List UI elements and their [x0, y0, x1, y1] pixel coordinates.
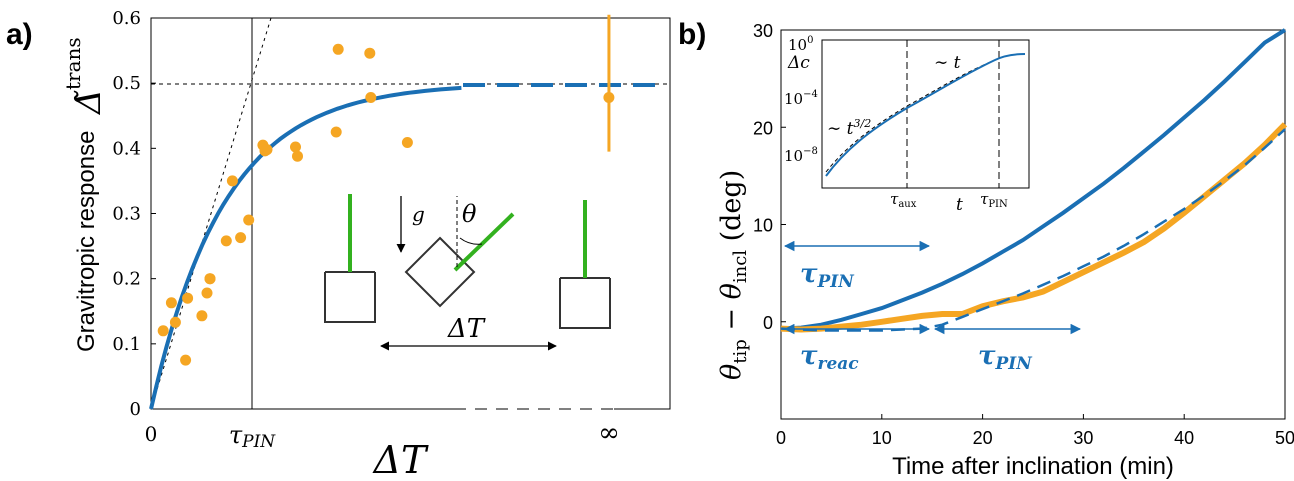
model-curve-dashed: [780, 128, 1286, 332]
data-point: [261, 144, 273, 156]
panel-b-xtick-label: 0: [776, 428, 786, 448]
data-point: [332, 43, 344, 55]
panel-b-y-ticks: 0 10 20 30: [753, 21, 786, 333]
panel-a-ylabel-symbol: Δ̃: [69, 89, 109, 116]
data-point: [243, 214, 255, 226]
gravity-label: g: [412, 202, 425, 226]
panel-a-ytick-label: 0.6: [112, 8, 141, 29]
data-point: [365, 92, 377, 103]
panel-b-ytick-label: 0: [763, 313, 773, 333]
panel-a-ylabel-group: Gravitropic response Δ̃ trans: [61, 37, 109, 352]
data-point: [196, 310, 208, 322]
panel-b-xtick-label: 40: [1174, 428, 1194, 448]
panel-a-xlabel: ΔT: [372, 438, 429, 481]
schematic-inset: θ g ΔT: [324, 194, 611, 351]
data-point: [330, 126, 342, 138]
panel-a-ylabel: Gravitropic response: [73, 131, 100, 352]
panel-b: b) 0 10 20 30 40 50 0 10 20 30 Time after inclin…: [678, 18, 1294, 480]
shoot-tilted: [453, 212, 515, 272]
inset-xtick-taupin: τPIN: [980, 190, 1008, 210]
inset-xtick-t: t: [956, 195, 963, 215]
pot-right: [559, 278, 611, 329]
taupin-label-top: τPIN: [800, 259, 855, 292]
panel-a-axes-box: [150, 17, 671, 410]
panel-b-inset: 100 Δc 10−4 10−8 ∼ t3/2 ∼ t τaux t τPIN: [784, 35, 1030, 215]
inset-ytick-8: 10−8: [784, 146, 818, 165]
panel-b-ytick-label: 10: [753, 216, 773, 236]
panel-a-xtick-infinity: ∞: [598, 418, 620, 448]
data-point: [364, 47, 376, 59]
data-point: [401, 137, 413, 148]
panel-a-ylabel-sup: trans: [61, 37, 85, 90]
panel-a-ytick-label: 0: [130, 399, 141, 420]
panel-a-ytick-label: 0.2: [112, 269, 141, 290]
data-point: [235, 232, 247, 244]
data-point: [157, 325, 169, 337]
panel-a-xtick-zero: 0: [145, 422, 158, 446]
pot-tilted: [404, 236, 476, 308]
panel-a-axis-break: [454, 404, 614, 414]
panel-b-xtick-label: 30: [1073, 428, 1093, 448]
panel-b-xtick-label: 50: [1275, 428, 1294, 448]
fit-curve: [149, 85, 462, 410]
panel-b-label: b): [678, 18, 706, 51]
panel-b-x-ticks: 0 10 20 30 40 50: [776, 414, 1294, 448]
panel-b-xlabel: Time after inclination (min): [892, 453, 1174, 480]
panel-b-ylabel: θtip − θincl (deg): [716, 170, 751, 380]
data-point: [292, 150, 303, 162]
theta-label: θ: [462, 200, 477, 228]
delta-t-label: ΔT: [447, 314, 486, 344]
panel-b-ytick-label: 30: [753, 21, 773, 41]
inset-ytick-0: 100: [788, 35, 813, 54]
panel-b-xtick-label: 10: [872, 428, 892, 448]
panel-a-ytick-label: 0.5: [112, 73, 141, 94]
data-point: [226, 175, 238, 187]
panel-b-xtick-label: 20: [973, 428, 993, 448]
data-point: [169, 316, 181, 328]
panel-a: a) 0 0.1 0.2 0.3 0.4 0.5 0.6 0 τPIN ∞ ΔT Gravi…: [6, 8, 671, 481]
initial-slope-dashed-line: [150, 17, 272, 410]
panel-a-xtick-taupin: τPIN: [229, 421, 276, 452]
panel-a-ytick-label: 0.1: [112, 334, 141, 355]
data-point: [180, 354, 192, 366]
data-point: [603, 92, 615, 103]
theta-arc: [459, 237, 483, 245]
panel-b-ylabel-group: θtip − θincl (deg): [716, 170, 751, 380]
model-curve-solid: [780, 28, 1287, 331]
data-points: [157, 43, 615, 366]
inset-box: [821, 39, 1030, 189]
inset-ylabel: Δc: [787, 53, 810, 73]
panel-a-y-ticks: 0 0.1 0.2 0.3 0.4 0.5 0.6: [112, 8, 156, 420]
inset-xtick-tauaux: τaux: [890, 190, 917, 210]
panel-a-ytick-label: 0.3: [112, 204, 141, 225]
data-point: [290, 141, 301, 153]
panel-b-ytick-label: 20: [753, 118, 773, 138]
inset-asymptote-dashed: [825, 57, 1001, 173]
data-point: [220, 235, 232, 247]
inset-curve: [825, 53, 1026, 177]
inset-annot-t: ∼ t: [934, 53, 961, 73]
inset-ytick-4: 10−4: [784, 89, 818, 108]
pot-left: [324, 272, 376, 323]
data-point: [204, 273, 216, 285]
data-point: [182, 292, 194, 304]
data-point: [165, 297, 177, 309]
data-point: [201, 287, 213, 299]
taureac-label: τreac: [800, 341, 859, 374]
panel-a-ytick-label: 0.4: [112, 138, 141, 159]
taupin-label-bottom: τPIN: [978, 341, 1033, 374]
panel-a-label: a): [6, 18, 33, 51]
